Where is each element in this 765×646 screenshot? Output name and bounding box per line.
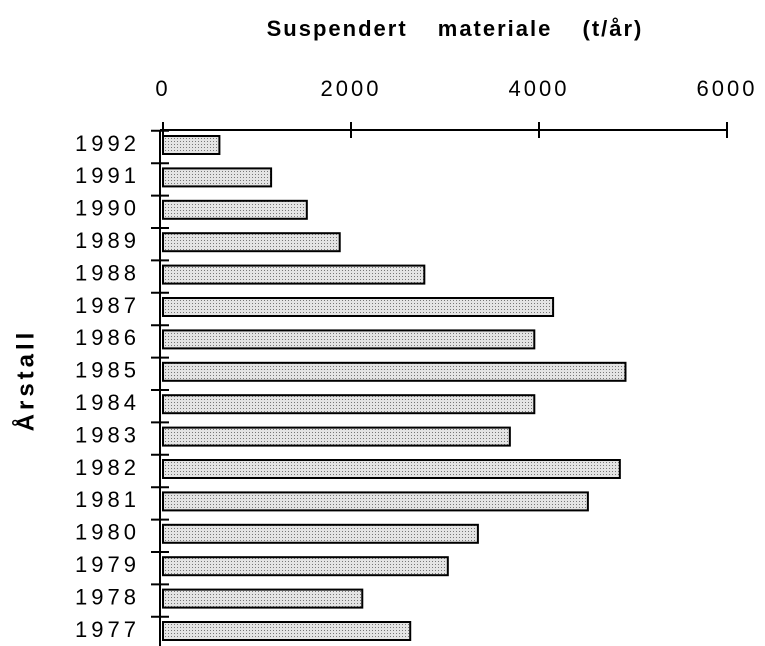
bar (162, 394, 536, 415)
y-tick-label: 1981 (75, 487, 140, 512)
y-tick-label: 1983 (75, 422, 140, 447)
bar (162, 329, 536, 350)
x-tick-label: 4000 (509, 76, 570, 101)
chart-title: Suspendert materiale (t/år) (267, 16, 644, 41)
y-tick-label: 1984 (75, 390, 140, 415)
y-tick-label: 1992 (75, 131, 140, 156)
x-tick-label: 0 (155, 76, 170, 101)
bar (162, 621, 412, 641)
bar (162, 167, 273, 188)
y-tick-label: 1987 (75, 293, 140, 318)
y-tick-label: 1988 (75, 260, 140, 285)
bar (162, 361, 627, 382)
y-tick-label: 1977 (75, 617, 140, 642)
y-tick-label: 1991 (75, 163, 140, 188)
bar (162, 588, 364, 609)
y-tick-label: 1989 (75, 228, 140, 253)
y-tick-label: 1990 (75, 196, 140, 221)
x-tick-label: 6000 (697, 76, 758, 101)
bar (162, 264, 426, 285)
bar (162, 199, 308, 220)
bar (162, 232, 341, 253)
bar (162, 523, 479, 544)
y-tick-label: 1982 (75, 455, 140, 480)
bar (162, 459, 621, 479)
y-tick-label: 1978 (75, 584, 140, 609)
y-tick-label: 1985 (75, 358, 140, 383)
y-axis-label: Årstall (11, 329, 39, 432)
y-tick-label: 1979 (75, 552, 140, 577)
y-tick-label: 1986 (75, 325, 140, 350)
bar (162, 426, 511, 447)
y-tick-label: 1980 (75, 520, 140, 545)
bar (162, 135, 221, 155)
bar (162, 297, 555, 317)
bar (162, 556, 449, 577)
bar (162, 491, 589, 512)
x-tick-label: 2000 (321, 76, 382, 101)
